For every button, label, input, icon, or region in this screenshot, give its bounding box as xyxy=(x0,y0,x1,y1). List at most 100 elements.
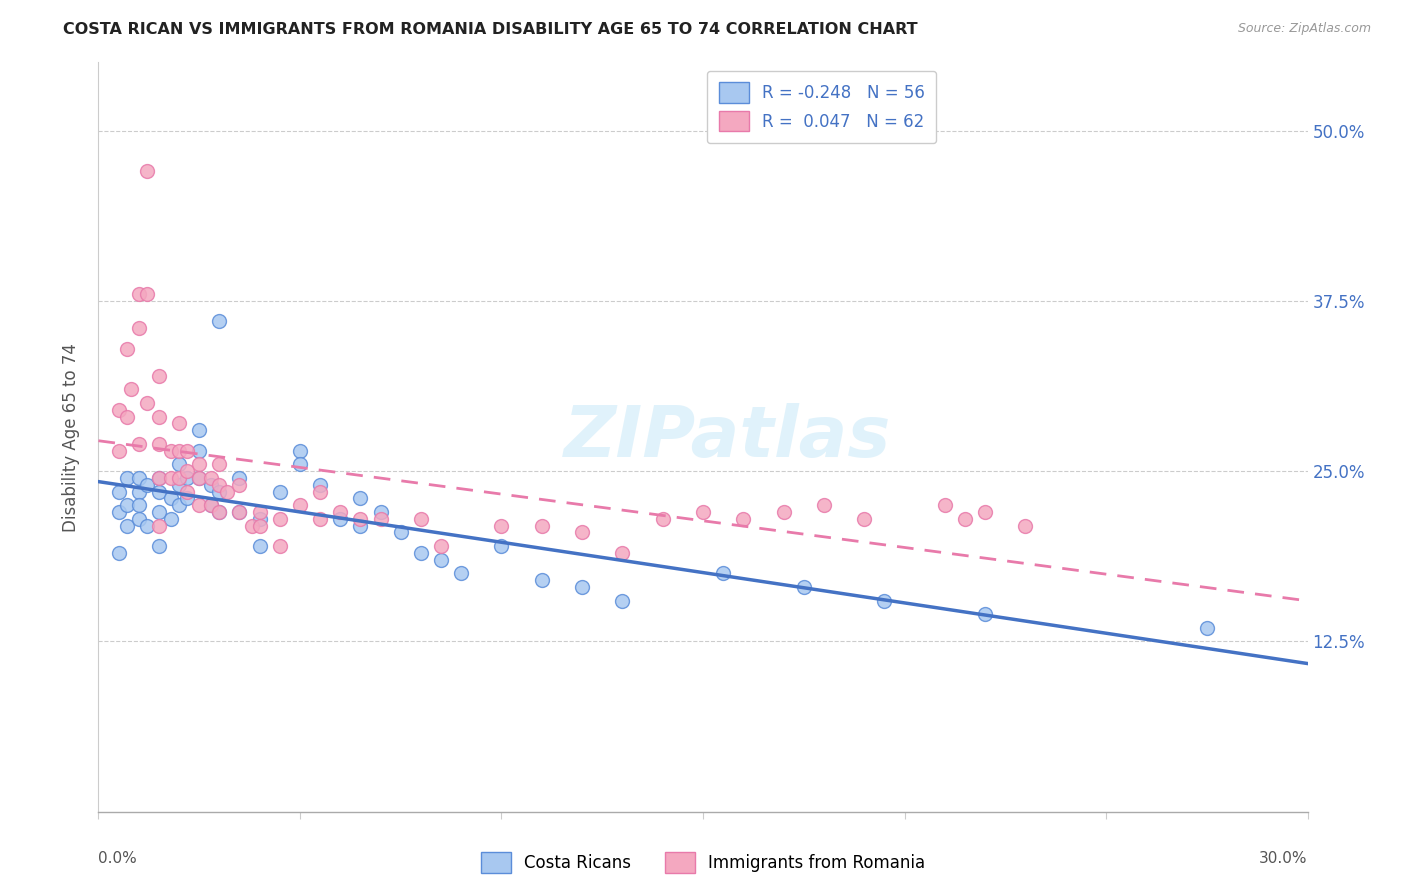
Point xyxy=(148,471,170,485)
Point xyxy=(107,505,129,519)
Point xyxy=(148,368,170,383)
Point xyxy=(269,512,291,526)
Text: ZIPatlas: ZIPatlas xyxy=(564,402,891,472)
Point xyxy=(115,518,138,533)
Point xyxy=(249,512,271,526)
Point xyxy=(491,539,513,553)
Point xyxy=(115,498,138,512)
Point xyxy=(1195,621,1218,635)
Point xyxy=(148,484,170,499)
Point xyxy=(200,498,222,512)
Point xyxy=(711,566,734,581)
Point xyxy=(135,396,157,410)
Point xyxy=(167,498,190,512)
Point xyxy=(188,471,211,485)
Point xyxy=(176,464,198,478)
Point xyxy=(160,491,183,506)
Point xyxy=(107,484,129,499)
Point xyxy=(188,498,211,512)
Point xyxy=(571,580,593,594)
Point xyxy=(329,512,352,526)
Point xyxy=(651,512,673,526)
Point xyxy=(208,505,231,519)
Text: 30.0%: 30.0% xyxy=(1260,851,1308,865)
Point xyxy=(148,539,170,553)
Point xyxy=(107,546,129,560)
Point xyxy=(1014,518,1036,533)
Point xyxy=(128,287,150,301)
Text: 0.0%: 0.0% xyxy=(98,851,138,865)
Point xyxy=(530,518,553,533)
Point xyxy=(692,505,714,519)
Point xyxy=(530,573,553,587)
Point xyxy=(176,491,198,506)
Point xyxy=(228,505,250,519)
Point xyxy=(135,518,157,533)
Point xyxy=(148,437,170,451)
Point xyxy=(188,471,211,485)
Point xyxy=(430,552,453,566)
Point xyxy=(288,458,311,472)
Point xyxy=(188,458,211,472)
Text: Source: ZipAtlas.com: Source: ZipAtlas.com xyxy=(1237,22,1371,36)
Legend: R = -0.248   N = 56, R =  0.047   N = 62: R = -0.248 N = 56, R = 0.047 N = 62 xyxy=(707,70,936,143)
Point xyxy=(228,477,250,491)
Point xyxy=(188,443,211,458)
Point xyxy=(853,512,876,526)
Point xyxy=(309,512,332,526)
Point xyxy=(148,409,170,424)
Point xyxy=(934,498,956,512)
Point xyxy=(288,443,311,458)
Point xyxy=(115,471,138,485)
Y-axis label: Disability Age 65 to 74: Disability Age 65 to 74 xyxy=(62,343,80,532)
Text: COSTA RICAN VS IMMIGRANTS FROM ROMANIA DISABILITY AGE 65 TO 74 CORRELATION CHART: COSTA RICAN VS IMMIGRANTS FROM ROMANIA D… xyxy=(63,22,918,37)
Point xyxy=(430,539,453,553)
Point xyxy=(240,518,263,533)
Point xyxy=(450,566,472,581)
Point xyxy=(733,512,755,526)
Point xyxy=(217,484,239,499)
Point xyxy=(349,518,371,533)
Point xyxy=(974,607,997,622)
Point xyxy=(208,505,231,519)
Point xyxy=(128,512,150,526)
Legend: Costa Ricans, Immigrants from Romania: Costa Ricans, Immigrants from Romania xyxy=(474,846,932,880)
Point xyxy=(135,477,157,491)
Point xyxy=(135,287,157,301)
Point xyxy=(188,423,211,437)
Point xyxy=(409,546,432,560)
Point xyxy=(249,518,271,533)
Point xyxy=(107,402,129,417)
Point xyxy=(269,484,291,499)
Point xyxy=(571,525,593,540)
Point xyxy=(128,321,150,335)
Point xyxy=(974,505,997,519)
Point xyxy=(167,458,190,472)
Point xyxy=(409,512,432,526)
Point xyxy=(309,477,332,491)
Point xyxy=(160,443,183,458)
Point xyxy=(793,580,815,594)
Point xyxy=(228,505,250,519)
Point xyxy=(128,471,150,485)
Point xyxy=(115,409,138,424)
Point xyxy=(288,498,311,512)
Point xyxy=(349,512,371,526)
Point xyxy=(329,505,352,519)
Point xyxy=(813,498,835,512)
Point xyxy=(107,443,129,458)
Point xyxy=(249,505,271,519)
Point xyxy=(249,539,271,553)
Point xyxy=(208,477,231,491)
Point xyxy=(208,458,231,472)
Point xyxy=(349,491,371,506)
Point xyxy=(176,471,198,485)
Point xyxy=(115,342,138,356)
Point xyxy=(200,477,222,491)
Point xyxy=(160,512,183,526)
Point xyxy=(167,417,190,431)
Point xyxy=(148,505,170,519)
Point xyxy=(208,484,231,499)
Point xyxy=(612,546,634,560)
Point xyxy=(269,539,291,553)
